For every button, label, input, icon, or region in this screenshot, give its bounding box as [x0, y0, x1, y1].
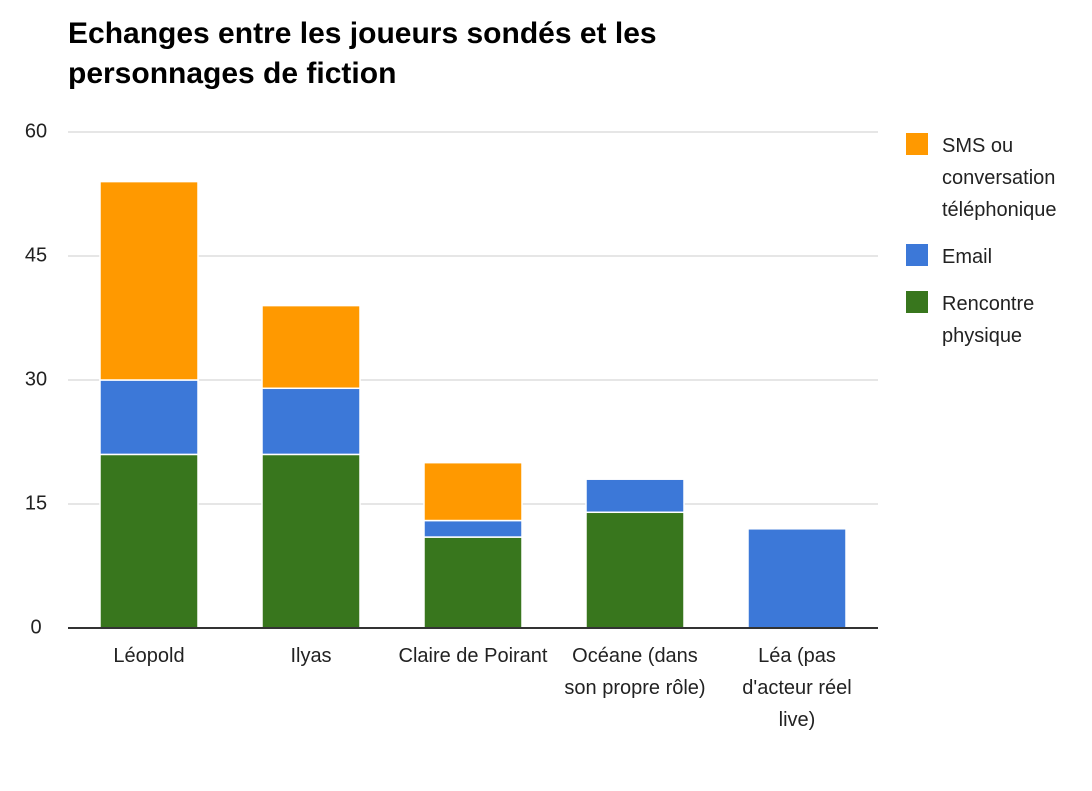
x-tick-label: Océane (dans son propre rôle)	[564, 645, 706, 699]
y-tick-label: 60	[25, 120, 47, 142]
bar-segment	[747, 528, 847, 629]
legend-label: Email	[942, 246, 993, 268]
legend-label: SMS ou conversation téléphonique	[942, 135, 1057, 221]
bar-segment	[261, 304, 361, 390]
bar-segment	[261, 387, 361, 456]
y-tick-label: 15	[25, 492, 47, 514]
bar-segment	[423, 536, 523, 629]
y-tick-label: 30	[25, 368, 47, 390]
legend-swatch	[906, 244, 928, 266]
bar-segment	[585, 511, 685, 629]
bar-segment	[423, 461, 523, 522]
bar-segment	[261, 453, 361, 629]
x-tick-label: Léopold	[113, 645, 185, 667]
y-tick-label: 0	[30, 616, 41, 638]
legend-swatch	[906, 133, 928, 155]
y-tick-label: 45	[25, 244, 47, 266]
x-tick-label: Claire de Poirant	[398, 645, 548, 667]
legend-swatch	[906, 291, 928, 313]
bar-segment	[99, 453, 199, 629]
bar-segment	[99, 180, 199, 381]
bar-segment	[423, 519, 523, 538]
bar-segment	[99, 379, 199, 456]
legend-label: Rencontre physique	[942, 293, 1035, 347]
bar-segment	[585, 478, 685, 514]
x-tick-label: Léa (pas d'acteur réel live)	[742, 645, 852, 731]
x-tick-label: Ilyas	[290, 645, 332, 667]
chart-title: Echanges entre les joueurs sondés et les…	[68, 17, 657, 90]
